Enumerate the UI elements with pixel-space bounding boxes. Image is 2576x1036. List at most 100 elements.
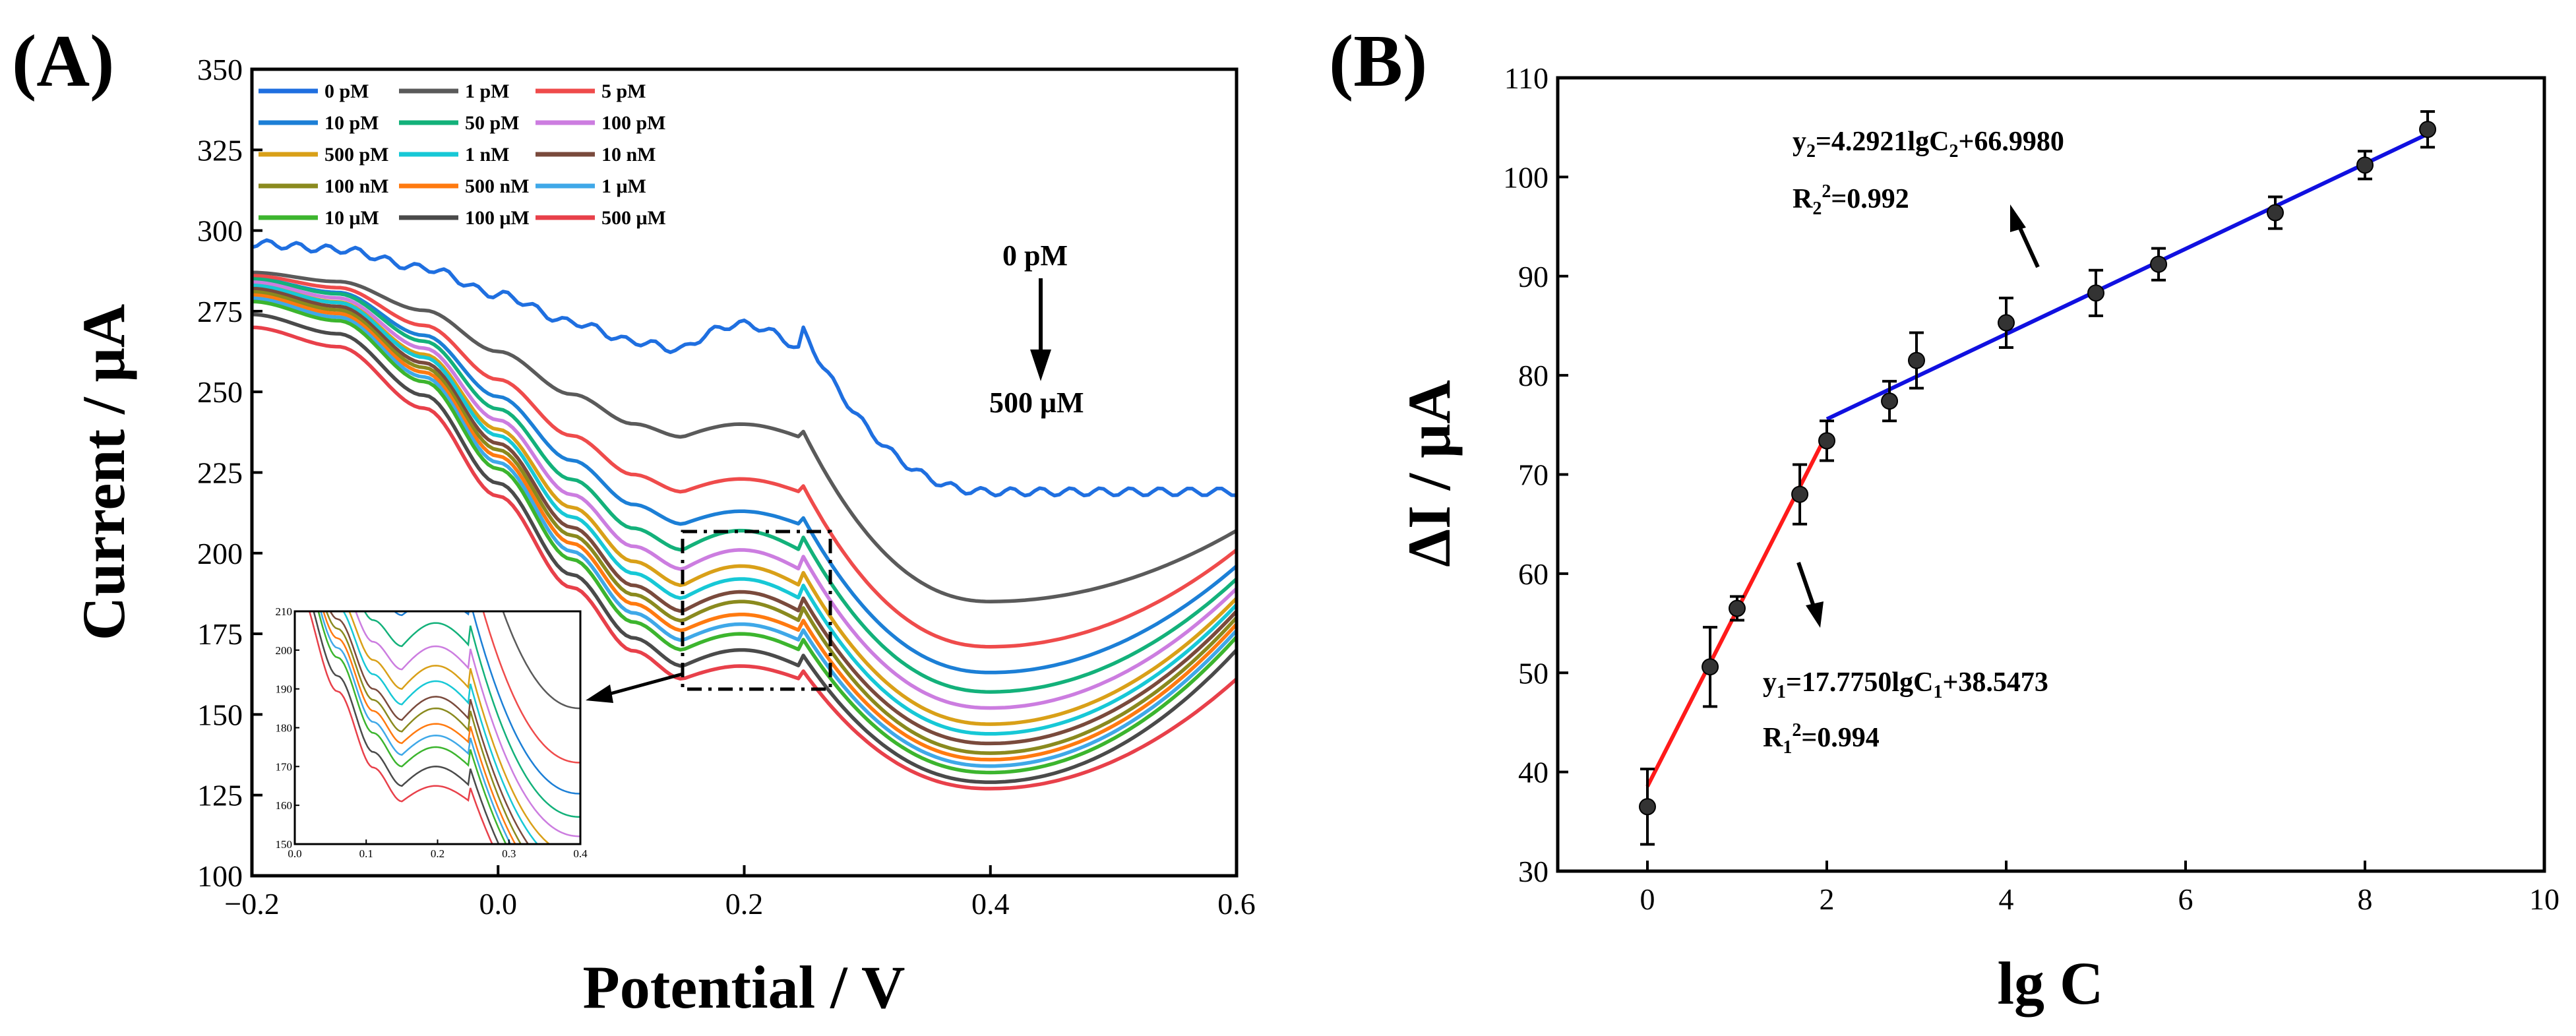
a-y-tick-label: 100: [197, 859, 243, 893]
panel-b-y-ticks: 30 40 50 60 70 80 90 100 110: [1503, 61, 1568, 888]
panel-a-legend: 0 pM 1 pM 5 pM 10 pM 50 pM 100 pM 500 pM 1 nM 10…: [259, 80, 666, 229]
a-y-tick-label: 300: [197, 214, 243, 248]
legend-label: 100 nM: [324, 175, 389, 197]
inset-curve-100-pM: [354, 611, 580, 838]
inset-plot: 0.0 0.1 0.2 0.3 0.4 150 160 170 180 190 200 210: [276, 605, 588, 860]
inset-curve-1-nM: [342, 611, 539, 844]
panel-b-x-ticks: 0 2 4 6 8 10: [1640, 861, 2560, 916]
data-point: [1791, 463, 1809, 526]
b-x-tick-label: 2: [1820, 882, 1835, 916]
legend-item: 500 nM: [399, 175, 530, 197]
legend-item: 50 pM: [399, 112, 520, 134]
a-y-tick-label: 225: [197, 456, 243, 490]
inset-curve-100-μM: [313, 611, 500, 844]
a-x-tick-label: 0.6: [1217, 887, 1256, 921]
panel-a-label: (A): [12, 20, 114, 102]
data-point: [2356, 150, 2374, 181]
legend-item: 500 μM: [536, 207, 666, 229]
a-y-tick-label: 150: [197, 698, 243, 731]
arrow-to-fit-2-head: [2010, 204, 2026, 232]
data-point: [1998, 296, 2015, 350]
point-marker: [2087, 284, 2104, 302]
inset-curve-500-pM: [348, 611, 551, 844]
panel-b-data-points: [1639, 110, 2437, 846]
panel-b-label: (B): [1329, 20, 1427, 102]
equation-2: y2=4.2921lgC2+66.9980: [1793, 127, 2064, 162]
a-y-tick-label: 250: [197, 375, 243, 409]
legend-label: 1 μM: [601, 175, 646, 197]
a-y-tick-label: 125: [197, 779, 243, 812]
data-point: [2087, 268, 2104, 317]
legend-label: 100 μM: [465, 207, 530, 229]
b-y-tick-label: 100: [1503, 160, 1549, 194]
b-y-tick-label: 40: [1518, 756, 1549, 789]
zoom-pointer-arrow: [586, 685, 613, 703]
point-marker: [1998, 314, 2015, 332]
data-point: [1702, 626, 1719, 708]
curve-10-pM: [252, 277, 1237, 675]
a-y-tick-label: 350: [197, 53, 243, 86]
b-x-tick-label: 10: [2529, 882, 2560, 916]
inset-y-tick-label: 160: [276, 799, 293, 812]
point-marker: [2419, 121, 2437, 138]
data-point: [1639, 768, 1656, 846]
inset-curve-10-nM: [329, 611, 530, 844]
panel-b-y-label: ΔI / μA: [1395, 380, 1463, 567]
legend-label: 500 nM: [465, 175, 530, 197]
a-x-tick-label: 0.0: [479, 887, 518, 921]
curve-500-μM: [252, 325, 1237, 791]
inset-x-tick-label: 0.4: [573, 847, 588, 860]
curve-500-pM: [252, 284, 1237, 726]
legend-label: 1 nM: [465, 144, 510, 166]
inset-x-tick-label: 0.0: [288, 847, 301, 860]
data-point: [1818, 419, 1835, 462]
curve-5-pM: [252, 274, 1237, 649]
legend-item: 100 nM: [259, 175, 389, 197]
a-y-tick-label: 200: [197, 537, 243, 570]
annotation-500um: 500 μM: [989, 386, 1084, 419]
a-y-tick-label: 175: [197, 617, 243, 651]
legend-label: 10 pM: [324, 112, 379, 134]
b-x-tick-label: 0: [1640, 882, 1655, 916]
b-y-tick-label: 70: [1518, 458, 1549, 492]
inset-curves: [308, 611, 580, 844]
point-marker: [2150, 255, 2168, 273]
b-y-tick-label: 80: [1518, 359, 1549, 392]
point-marker: [1791, 485, 1809, 503]
panel-a-curves: [252, 238, 1237, 791]
curve-100-nM: [252, 289, 1237, 755]
legend-item: 100 pM: [536, 112, 666, 134]
point-marker: [1881, 392, 1899, 410]
arrow-to-fit-1: [1796, 562, 1817, 611]
zoom-box: [681, 530, 832, 691]
a-y-tick-label: 275: [197, 295, 243, 328]
panel-a-x-ticks: −0.2 0.0 0.2 0.4 0.6: [224, 865, 1256, 921]
inset-curve-10-μM: [317, 611, 507, 844]
legend-item: 1 nM: [399, 144, 510, 166]
inset-y-tick-label: 170: [276, 760, 293, 773]
legend-label: 1 pM: [465, 80, 510, 102]
curve-100-pM: [252, 280, 1237, 710]
b-y-tick-label: 30: [1518, 855, 1549, 888]
inset-curve-500-nM: [322, 611, 516, 844]
inset-curve-1-μM: [320, 611, 512, 844]
curve-100-μM: [252, 313, 1237, 784]
zoom-pointer-line: [609, 672, 683, 696]
curve-50-pM: [252, 277, 1237, 694]
inset-x-tick-label: 0.1: [359, 847, 373, 860]
b-x-tick-label: 4: [1999, 882, 2014, 916]
legend-label: 50 pM: [465, 112, 520, 134]
fit-line-fit2: [1825, 132, 2429, 421]
inset-curve-5-pM: [482, 611, 580, 764]
b-y-tick-label: 50: [1518, 656, 1549, 690]
b-x-tick-label: 6: [2178, 882, 2193, 916]
legend-label: 10 nM: [601, 144, 656, 166]
inset-curve-100-nM: [325, 611, 522, 844]
legend-label: 0 pM: [324, 80, 369, 102]
b-y-tick-label: 110: [1504, 61, 1549, 95]
legend-item: 100 μM: [399, 207, 530, 229]
a-x-tick-label: 0.4: [971, 887, 1010, 921]
inset-curve-10-pM: [393, 611, 580, 795]
b-y-tick-label: 60: [1518, 557, 1549, 591]
